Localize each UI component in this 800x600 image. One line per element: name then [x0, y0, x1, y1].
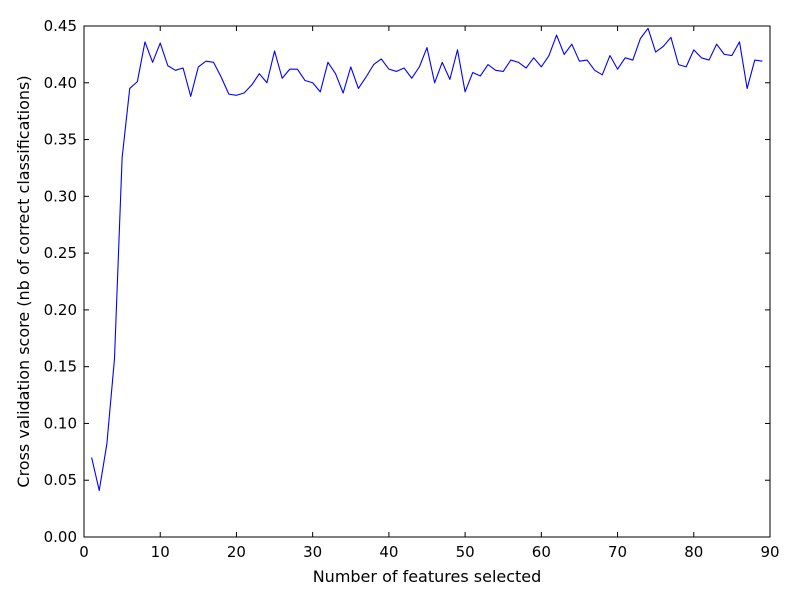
- y-tick-label: 0.40: [44, 74, 77, 92]
- x-tick-label: 0: [79, 543, 89, 561]
- y-tick-label: 0.35: [44, 131, 77, 149]
- x-tick-label: 30: [303, 543, 322, 561]
- x-tick-label: 40: [379, 543, 398, 561]
- x-tick-label: 90: [760, 543, 779, 561]
- y-tick-label: 0.05: [44, 471, 77, 489]
- x-tick-label: 70: [608, 543, 627, 561]
- y-axis-label: Cross validation score (nb of correct cl…: [14, 75, 33, 487]
- y-tick-label: 0.15: [44, 358, 77, 376]
- x-tick-label: 10: [151, 543, 170, 561]
- y-tick-label: 0.00: [44, 528, 77, 546]
- x-tick-label: 60: [532, 543, 551, 561]
- plot-area: [91, 27, 763, 491]
- x-tick-label: 50: [456, 543, 475, 561]
- x-axis-ticks: 0 10 20 30 40 50 60 70 80 90: [79, 26, 780, 561]
- x-tick-label: 20: [227, 543, 246, 561]
- axes-frame: [83, 25, 771, 538]
- x-tick-label: 80: [684, 543, 703, 561]
- y-tick-label: 0.45: [44, 17, 77, 35]
- y-axis-ticks: 0.00 0.05 0.10 0.15 0.20 0.25 0.30 0.35 0.40 0.45: [44, 17, 770, 546]
- y-tick-label: 0.20: [44, 301, 77, 319]
- x-axis-label: Number of features selected: [313, 567, 542, 586]
- data-points: [91, 28, 763, 491]
- y-tick-label: 0.10: [44, 414, 77, 432]
- y-tick-label: 0.30: [44, 187, 77, 205]
- y-tick-label: 0.25: [44, 244, 77, 262]
